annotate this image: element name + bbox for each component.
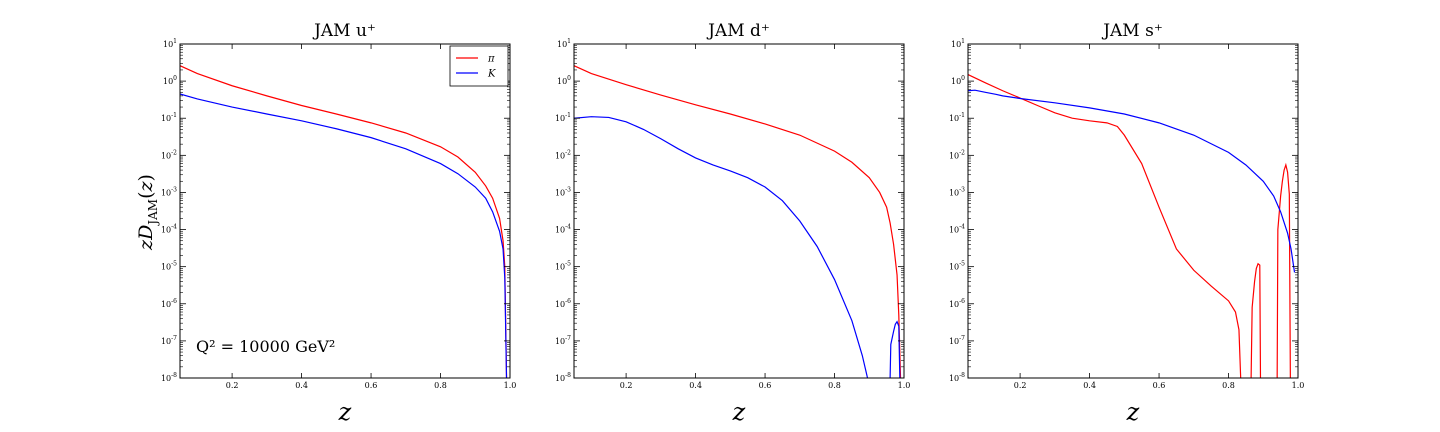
y-tick-label: 10-5 [161,261,177,272]
series-line-k-1 [574,116,869,378]
y-tick-label: 10-5 [555,261,571,272]
y-tick-label: 10-6 [555,298,571,309]
x-axis-label: z [338,398,352,426]
y-tick-label: 100 [951,75,965,86]
y-tick-label: 10-1 [949,112,965,123]
series-line-pi-1 [1250,262,1262,378]
series-line-pi-0 [574,65,902,378]
x-tick-label: 0.4 [1083,381,1096,390]
x-tick-label: 0.6 [759,381,772,390]
x-tick-label: 0.8 [828,381,841,390]
y-tick-label: 100 [557,75,571,86]
y-tick-label: 100 [163,75,177,86]
y-tick-label: 10-7 [555,335,571,346]
legend-label-pi: π [487,54,495,65]
x-tick-label: 0.4 [689,381,702,390]
series-group [180,65,508,378]
x-tick-label: 0.2 [620,381,633,390]
y-tick-label: 10-5 [949,261,965,272]
y-tick-label: 10-8 [555,372,571,383]
x-tick-label: 0.6 [1153,381,1166,390]
y-tick-label: 101 [951,38,965,49]
panel-2: 0.2 0.4 0.6 0.8 1.0 101 100 10-1 10-2 10-3 10-4 10-… [555,21,910,426]
series-line-pi-0 [968,74,1242,378]
panel-title: JAM d⁺ [706,21,770,41]
series-line-k-3 [968,89,1296,273]
y-tick-label: 10-8 [161,372,177,383]
x-tick-label: 0.2 [1014,381,1027,390]
x-tick-label: 1.0 [898,381,911,390]
y-tick-label: 10-3 [161,186,177,197]
y-tick-label: 10-3 [555,186,571,197]
y-tick-label: 101 [163,38,177,49]
x-tick-label: 0.2 [226,381,239,390]
y-tick-label: 10-7 [161,335,177,346]
y-tick-label: 10-4 [949,224,965,235]
y-tick-label: 10-6 [161,298,177,309]
x-axis-label: z [1126,398,1140,426]
plot-frame [573,43,905,379]
legend: πK [449,45,509,87]
series-group [574,65,902,378]
plot-frame [179,43,511,379]
x-tick-label: 1.0 [1292,381,1305,390]
x-tick-label: 0.4 [295,381,308,390]
y-tick-label: 10-4 [555,224,571,235]
series-line-pi-0 [180,65,508,378]
x-tick-label: 0.6 [365,381,378,390]
panels: 0.2 0.4 0.6 0.8 1.0 101 100 10-1 10-2 10-3 10-4 10-… [161,21,1304,426]
panel-3: 0.2 0.4 0.6 0.8 1.0 101 100 10-1 10-2 10-3 10-4 10-… [949,21,1304,426]
y-tick-label: 10-3 [949,186,965,197]
series-group [968,74,1296,378]
panel-1: 0.2 0.4 0.6 0.8 1.0 101 100 10-1 10-2 10-3 10-4 10-… [161,21,516,426]
plot-frame [967,43,1299,379]
panel-title: JAM s⁺ [1101,21,1163,41]
y-tick-label: 10-2 [555,149,571,160]
x-tick-label: 1.0 [504,381,517,390]
x-tick-label: 0.8 [1222,381,1235,390]
y-tick-label: 10-4 [161,224,177,235]
q2-annotation: Q² = 10000 GeV² [196,337,335,356]
y-tick-label: 101 [557,38,571,49]
legend-box [449,45,509,87]
x-tick-label: 0.8 [434,381,447,390]
y-tick-label: 10-2 [949,149,965,160]
y-axis-label: zDJAM(z) [135,174,160,251]
y-tick-label: 10-1 [161,112,177,123]
series-line-k-2 [889,320,901,378]
y-tick-label: 10-1 [555,112,571,123]
series-line-k-1 [180,93,508,378]
y-tick-label: 10-2 [161,149,177,160]
y-tick-label: 10-6 [949,298,965,309]
legend-label-k: K [487,69,496,80]
series-line-pi-2 [1276,162,1291,378]
y-tick-label: 10-7 [949,335,965,346]
x-axis-label: z [732,398,746,426]
y-tick-label: 10-8 [949,372,965,383]
panel-title: JAM u⁺ [312,21,376,41]
